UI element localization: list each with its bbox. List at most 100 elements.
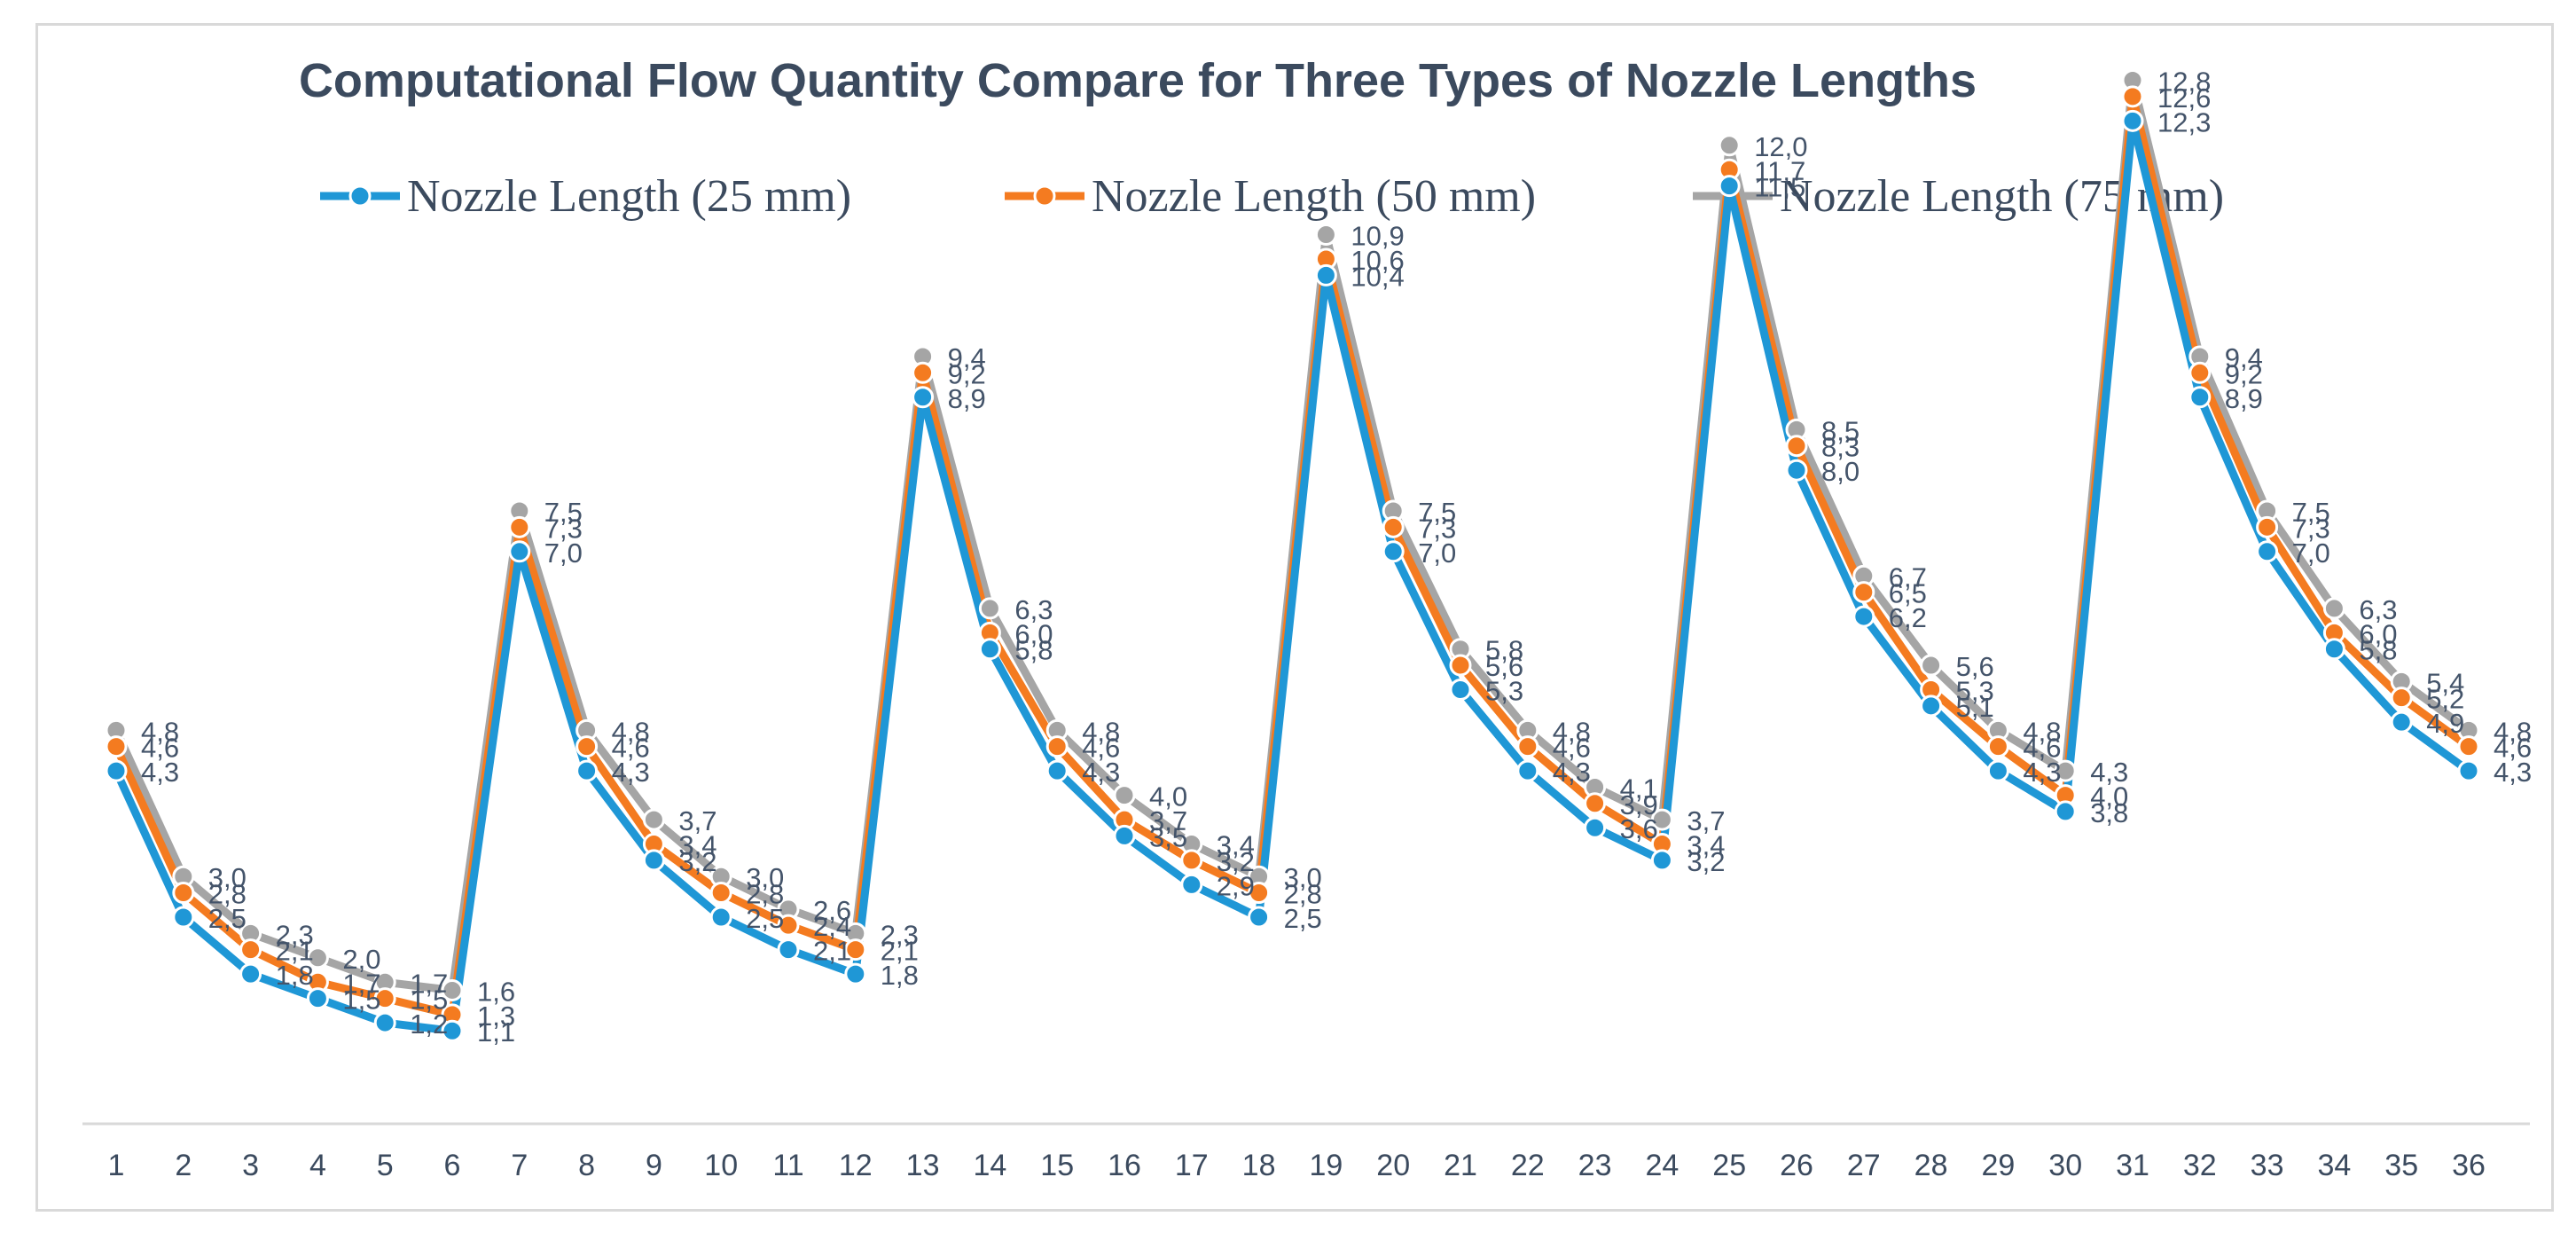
series-1-data-label-10: 2,5 bbox=[746, 903, 784, 934]
series-2-point-20 bbox=[1382, 515, 1405, 538]
series-3-data-label-1: 4,8 bbox=[141, 716, 179, 747]
series-3-data-label-36: 4,8 bbox=[2494, 716, 2532, 747]
series-1-data-label-16: 3,5 bbox=[1149, 821, 1187, 852]
legend-label-2: Nozzle Length (50 mm) bbox=[1092, 171, 1536, 222]
series-3-data-label-3: 2,3 bbox=[276, 919, 314, 950]
series-1-data-label-28: 5,1 bbox=[1956, 692, 1994, 723]
series-1-data-label-34: 5,8 bbox=[2359, 635, 2397, 666]
series-1-data-label-25: 11,5 bbox=[1754, 172, 1805, 203]
series-2-data-label-27: 6,5 bbox=[1889, 578, 1927, 609]
series-3-point-34 bbox=[2322, 597, 2345, 620]
series-2-data-label-20: 7,3 bbox=[1418, 513, 1456, 544]
series-1-point-24 bbox=[1650, 849, 1673, 872]
legend-marker-2 bbox=[1033, 184, 1056, 208]
x-tick-label-28: 28 bbox=[1914, 1149, 1948, 1182]
series-1-data-label-4: 1,5 bbox=[342, 985, 380, 1016]
series-3-point-24 bbox=[1650, 808, 1673, 831]
series-2-point-8 bbox=[575, 735, 599, 758]
series-2-point-26 bbox=[1785, 435, 1808, 458]
series-2-point-13 bbox=[912, 361, 935, 384]
series-3-data-label-17: 3,4 bbox=[1217, 830, 1255, 861]
x-tick-label-18: 18 bbox=[1242, 1149, 1276, 1182]
series-1-data-label-24: 3,2 bbox=[1687, 846, 1725, 877]
series-2-data-label-19: 10,6 bbox=[1351, 245, 1404, 276]
series-3-data-label-25: 12,0 bbox=[1754, 131, 1807, 162]
x-tick-label-1: 1 bbox=[108, 1149, 125, 1182]
data-labels: 4,32,51,81,51,2 1,17,04,33,22,52,11,88,95… bbox=[141, 67, 2532, 1048]
series-1-data-label-30: 3,8 bbox=[2090, 797, 2128, 828]
series-2-data-label-32: 9,2 bbox=[2225, 358, 2263, 389]
series-1-point-20 bbox=[1382, 540, 1405, 563]
series-2-data-label-12: 2,1 bbox=[881, 936, 919, 967]
series-2-data-label-3: 2,1 bbox=[276, 936, 314, 967]
series-1-data-label-5: 1,2 bbox=[410, 1008, 448, 1040]
x-tick-label-22: 22 bbox=[1511, 1149, 1545, 1182]
series-line-1 bbox=[112, 116, 2473, 1035]
series-2-data-label-22: 4,6 bbox=[1553, 733, 1591, 764]
x-tick-label-34: 34 bbox=[2317, 1149, 2351, 1182]
series-1-point-6 bbox=[441, 1019, 464, 1042]
series-1-point-15 bbox=[1045, 759, 1069, 782]
series-2-data-label-25: 11,7 bbox=[1754, 155, 1805, 186]
series-2-point-35 bbox=[2390, 687, 2413, 710]
x-tick-label-26: 26 bbox=[1780, 1149, 1813, 1182]
legend-marker-1 bbox=[348, 184, 372, 208]
chart-title: Computational Flow Quantity Compare for … bbox=[299, 54, 1977, 107]
series-1-point-17 bbox=[1180, 873, 1203, 896]
series-1-data-label-32: 8,9 bbox=[2225, 383, 2263, 414]
series-3-data-label-2: 3,0 bbox=[208, 862, 247, 893]
x-tick-label-30: 30 bbox=[2048, 1149, 2082, 1182]
series-1-data-label-15: 4,3 bbox=[1082, 757, 1120, 788]
series-2-point-17 bbox=[1180, 849, 1203, 872]
series-3-point-6 bbox=[441, 978, 464, 1001]
series-3-data-label-28: 5,6 bbox=[1956, 651, 1994, 682]
series-3-data-label-26: 8,5 bbox=[1821, 415, 1860, 446]
series-1-point-25 bbox=[1718, 175, 1741, 198]
x-tick-label-17: 17 bbox=[1175, 1149, 1209, 1182]
series-2-point-21 bbox=[1449, 654, 1472, 677]
x-tick-label-6: 6 bbox=[444, 1149, 461, 1182]
series-3-data-label-8: 4,8 bbox=[612, 716, 650, 747]
series-3-point-19 bbox=[1314, 224, 1337, 247]
series-2-data-label-16: 3,7 bbox=[1149, 805, 1187, 836]
series-2-data-label-10: 2,8 bbox=[746, 879, 784, 910]
series-3-data-label-33: 7,5 bbox=[2292, 497, 2330, 528]
x-tick-label-10: 10 bbox=[704, 1149, 738, 1182]
series-2-point-23 bbox=[1584, 792, 1607, 815]
series-2-data-label-34: 6,0 bbox=[2359, 618, 2397, 649]
series-3-point-25 bbox=[1718, 134, 1741, 157]
series-1-point-32 bbox=[2188, 386, 2212, 409]
series-2-point-27 bbox=[1852, 581, 1875, 604]
series-1-data-label-21: 5,3 bbox=[1485, 676, 1523, 707]
legend: Nozzle Length (25 mm) Nozzle Length (50 m… bbox=[320, 171, 2224, 222]
series-3-data-label-20: 7,5 bbox=[1418, 497, 1456, 528]
series-2-data-label-5: 1,5 bbox=[410, 985, 448, 1016]
series-1-point-31 bbox=[2121, 109, 2144, 132]
series-1-point-27 bbox=[1852, 605, 1875, 628]
series-2-data-label-6: 1,3 bbox=[477, 1001, 515, 1032]
x-tick-label-23: 23 bbox=[1578, 1149, 1612, 1182]
series-1-point-33 bbox=[2256, 540, 2279, 563]
series-2-point-1 bbox=[105, 735, 128, 758]
series-2-point-5 bbox=[373, 987, 396, 1010]
series-1-data-label-20: 7,0 bbox=[1418, 538, 1456, 569]
series-lines bbox=[112, 76, 2473, 1035]
series-2-data-label-17: 3,2 bbox=[1217, 846, 1255, 877]
series-3-point-9 bbox=[642, 808, 665, 831]
x-tick-label-2: 2 bbox=[175, 1149, 192, 1182]
series-3-point-4 bbox=[306, 946, 329, 969]
series-2-point-33 bbox=[2256, 515, 2279, 538]
series-1-point-11 bbox=[777, 938, 800, 961]
series-3-point-14 bbox=[978, 597, 1001, 620]
series-1-point-7 bbox=[508, 540, 531, 563]
series-3-data-label-34: 6,3 bbox=[2359, 594, 2397, 625]
x-tick-label-24: 24 bbox=[1645, 1149, 1679, 1182]
series-2-data-label-4: 1,7 bbox=[342, 968, 380, 999]
series-1-data-label-11: 2,1 bbox=[813, 936, 851, 967]
series-1-data-label-19: 10,4 bbox=[1351, 261, 1404, 292]
x-tick-label-9: 9 bbox=[646, 1149, 662, 1182]
series-2-point-18 bbox=[1248, 882, 1271, 905]
series-2-data-label-21: 5,6 bbox=[1485, 651, 1523, 682]
series-points bbox=[105, 69, 2480, 1042]
series-2-data-label-35: 5,2 bbox=[2426, 684, 2464, 715]
